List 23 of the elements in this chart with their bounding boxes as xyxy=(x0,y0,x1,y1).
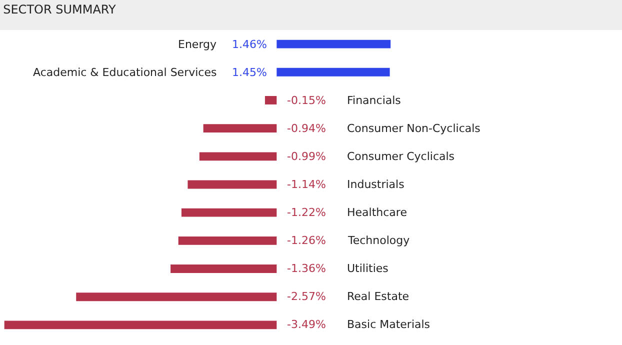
y-tick-label: Academic & Educational Services xyxy=(33,66,217,79)
y-tick-label: Industrials xyxy=(347,178,405,191)
data-label: -1.36% xyxy=(287,262,326,275)
y-tick-label: Energy xyxy=(178,38,217,51)
data-label: -2.57% xyxy=(287,290,326,303)
data-label: -0.94% xyxy=(287,122,326,135)
data-label: -0.15% xyxy=(287,94,326,107)
data-label: -3.49% xyxy=(287,318,326,331)
y-tick-label: Real Estate xyxy=(347,290,410,303)
y-tick-label: Healthcare xyxy=(347,206,408,219)
y-tick-label: Technology xyxy=(347,234,410,247)
y-tick-label: Consumer Cyclicals xyxy=(347,150,455,163)
chart-title: SECTOR SUMMARY xyxy=(3,2,117,17)
y-tick-label: Consumer Non-Cyclicals xyxy=(347,122,481,135)
data-label: -1.26% xyxy=(287,234,326,247)
y-tick-label: Financials xyxy=(347,94,402,107)
data-label: 1.45% xyxy=(232,66,267,79)
data-label: -1.22% xyxy=(287,206,326,219)
data-label: -1.14% xyxy=(287,178,326,191)
data-label: 1.46% xyxy=(232,38,267,51)
y-tick-label: Utilities xyxy=(347,262,389,275)
y-tick-label: Basic Materials xyxy=(347,318,430,331)
data-label: -0.99% xyxy=(287,150,326,163)
